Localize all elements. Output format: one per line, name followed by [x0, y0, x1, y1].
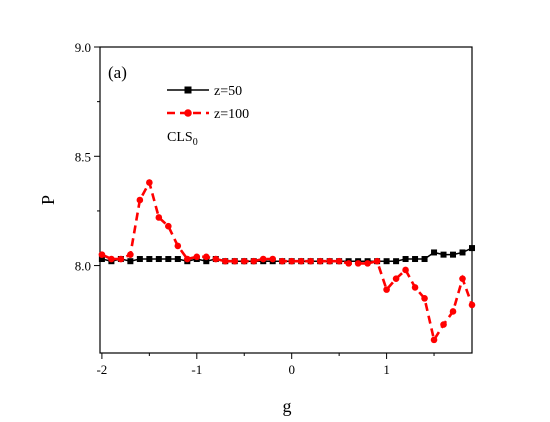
- y-tick-label: 9.0: [75, 40, 91, 55]
- series-line: [101, 179, 474, 344]
- data-point: [297, 257, 305, 265]
- data-point: [307, 257, 314, 265]
- data-point: [364, 260, 371, 267]
- data-point: [259, 255, 267, 263]
- data-point: [146, 256, 153, 263]
- data-point: [136, 196, 144, 204]
- data-point: [354, 260, 362, 267]
- data-point: [278, 257, 286, 265]
- data-point: [383, 286, 390, 293]
- data-point: [203, 258, 210, 265]
- axis-ticks: -2 -1 0 1 8.0 8.5 9.0: [75, 40, 435, 377]
- data-point: [231, 257, 239, 265]
- data-point: [335, 257, 343, 265]
- data-point: [184, 255, 191, 263]
- x-tick-label: -1: [191, 362, 202, 377]
- data-point: [184, 86, 192, 94]
- series-layer: [98, 179, 476, 344]
- data-point: [193, 253, 201, 261]
- data-point: [174, 242, 182, 250]
- data-point: [345, 260, 352, 267]
- data-point: [373, 257, 381, 265]
- data-point: [155, 256, 162, 263]
- x-tick-label: 0: [288, 362, 295, 377]
- data-point: [184, 109, 192, 117]
- data-point: [421, 256, 428, 263]
- data-point: [212, 255, 220, 263]
- data-point: [250, 257, 258, 265]
- data-point: [202, 253, 210, 261]
- panel-label: (a): [108, 63, 127, 82]
- data-point: [469, 245, 475, 252]
- legend: z=50 z=100: [167, 84, 249, 122]
- data-point: [459, 249, 466, 256]
- data-point: [412, 256, 419, 263]
- data-point: [440, 251, 447, 258]
- data-point: [288, 257, 295, 265]
- data-point: [240, 257, 248, 265]
- y-tick-label: 8.5: [75, 149, 91, 164]
- data-point: [468, 301, 476, 309]
- legend-entry: z=100: [167, 107, 249, 122]
- data-point: [449, 308, 457, 315]
- legend-label: z=50: [214, 84, 242, 99]
- data-point: [411, 284, 419, 291]
- data-point: [269, 255, 277, 263]
- data-point: [326, 257, 333, 265]
- data-point: [431, 249, 438, 256]
- data-point: [450, 251, 457, 258]
- data-point: [165, 256, 172, 263]
- data-point: [402, 256, 409, 263]
- annotation-subscript: 0: [193, 137, 198, 148]
- x-axis-label: g: [283, 396, 292, 416]
- x-tick-label: 1: [383, 362, 390, 377]
- y-axis-label: P: [38, 195, 58, 205]
- x-tick-label: -2: [96, 362, 107, 377]
- data-point: [383, 258, 390, 265]
- data-point: [459, 275, 466, 282]
- data-point: [117, 255, 125, 263]
- data-point: [430, 336, 438, 344]
- legend-label: z=100: [214, 107, 249, 122]
- data-point: [392, 275, 400, 282]
- annotation-main: CLS: [167, 130, 193, 145]
- data-point: [316, 257, 324, 265]
- data-point: [402, 266, 409, 274]
- data-point: [146, 179, 153, 186]
- legend-entry: z=50: [167, 84, 242, 99]
- data-point: [440, 321, 447, 328]
- data-point: [127, 258, 134, 265]
- data-point: [165, 222, 172, 230]
- data-point: [155, 214, 163, 221]
- data-point: [98, 256, 105, 263]
- data-point: [108, 255, 115, 263]
- data-point: [127, 251, 134, 258]
- data-point: [393, 258, 400, 265]
- data-point: [421, 295, 428, 302]
- data-point: [174, 256, 181, 263]
- y-tick-label: 8.0: [75, 259, 91, 274]
- data-point: [221, 257, 229, 265]
- series-z=100: [98, 179, 476, 344]
- data-point: [98, 251, 106, 258]
- annotation-label: CLS0: [167, 130, 198, 148]
- data-point: [136, 256, 143, 263]
- plot-frame: [99, 46, 473, 354]
